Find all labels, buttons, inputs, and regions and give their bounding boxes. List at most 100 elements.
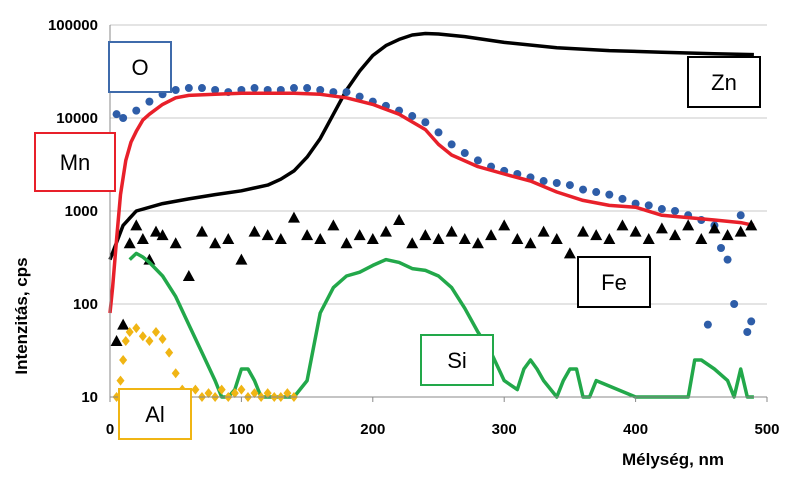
data-point [132, 106, 141, 115]
data-point [603, 232, 616, 244]
data-point [447, 140, 456, 149]
series-label-box [118, 388, 192, 440]
data-point [301, 229, 314, 241]
data-point [274, 232, 287, 244]
data-point [550, 232, 563, 244]
data-point [191, 384, 200, 395]
data-point [138, 331, 147, 342]
data-point [366, 232, 379, 244]
data-point [119, 114, 128, 122]
x-axis-title: Mélység, nm [622, 450, 724, 469]
data-point [419, 229, 432, 241]
x-tick-label: 500 [754, 421, 779, 438]
data-point [117, 318, 130, 330]
data-point [182, 270, 195, 282]
data-point [655, 222, 668, 234]
y-tick-label: 1000 [65, 203, 98, 220]
data-point [169, 237, 182, 249]
data-point [263, 388, 272, 399]
data-point [511, 232, 524, 244]
data-point [747, 317, 756, 326]
y-tick-label: 10 [81, 389, 98, 406]
series-label-mn: Mn [34, 132, 116, 192]
data-point [250, 84, 259, 93]
data-point [552, 179, 561, 188]
data-point [130, 219, 143, 231]
data-point [156, 229, 169, 241]
data-point [629, 225, 642, 237]
data-point [261, 229, 274, 241]
data-point [217, 384, 226, 395]
series-zn [108, 31, 754, 261]
data-point [708, 222, 721, 234]
x-tick-label: 0 [106, 421, 114, 438]
data-point [165, 347, 174, 358]
data-point [123, 237, 136, 249]
data-point [195, 225, 208, 237]
series-line-mn [108, 91, 755, 314]
series-label-o: O [108, 41, 172, 93]
series-label-fe: Fe [577, 256, 651, 308]
series-line-zn [108, 31, 754, 261]
data-point [563, 247, 576, 259]
axis-layer: 10 100 1000 10000 100000 0 100 200 300 400 500 [48, 17, 780, 438]
series-label-layer: Zn O Mn Fe Si Al [34, 41, 761, 440]
data-point [197, 84, 206, 93]
series-label-si: Si [420, 334, 494, 386]
data-point [642, 232, 655, 244]
x-tick-label: 400 [623, 421, 648, 438]
data-point [730, 300, 739, 308]
data-point [222, 232, 235, 244]
data-point [393, 214, 406, 226]
data-point [736, 211, 745, 220]
data-point [408, 112, 417, 121]
data-point [434, 128, 443, 137]
data-point [590, 229, 603, 241]
series-label-box [687, 56, 761, 108]
series-mn [108, 91, 755, 314]
y-tick-label: 10000 [56, 110, 98, 127]
data-point [669, 229, 682, 241]
data-point [248, 225, 261, 237]
data-point [184, 84, 193, 93]
series-label-text: Si [447, 348, 467, 373]
data-point [119, 354, 128, 365]
series-label-text: Al [145, 402, 165, 427]
data-point [644, 201, 653, 210]
data-point [250, 388, 259, 399]
data-point [723, 255, 732, 264]
data-point [136, 232, 149, 244]
data-point [734, 225, 747, 237]
data-point [149, 225, 162, 237]
series-label-box [420, 334, 494, 386]
data-point [471, 237, 484, 249]
data-point [237, 384, 246, 395]
data-point [743, 327, 752, 336]
data-point [289, 84, 298, 93]
data-point [158, 334, 167, 345]
data-point [342, 88, 351, 97]
data-point [303, 84, 312, 93]
data-point [695, 232, 708, 244]
series-label-al: Al [118, 388, 192, 440]
data-point [579, 185, 588, 194]
data-point [121, 336, 130, 347]
data-point [209, 237, 222, 249]
data-point [537, 225, 550, 237]
x-tick-label: 100 [229, 421, 254, 438]
data-point [116, 375, 125, 386]
data-point [316, 86, 325, 95]
data-point [327, 219, 340, 231]
data-point [171, 368, 180, 379]
data-point [682, 219, 695, 231]
data-point [171, 86, 180, 95]
data-point [353, 229, 366, 241]
data-point [445, 225, 458, 237]
data-point [379, 225, 392, 237]
series-label-box [34, 132, 116, 192]
x-tick-label: 300 [492, 421, 517, 438]
data-point [745, 219, 758, 231]
data-point [498, 219, 511, 231]
data-point [211, 86, 220, 95]
